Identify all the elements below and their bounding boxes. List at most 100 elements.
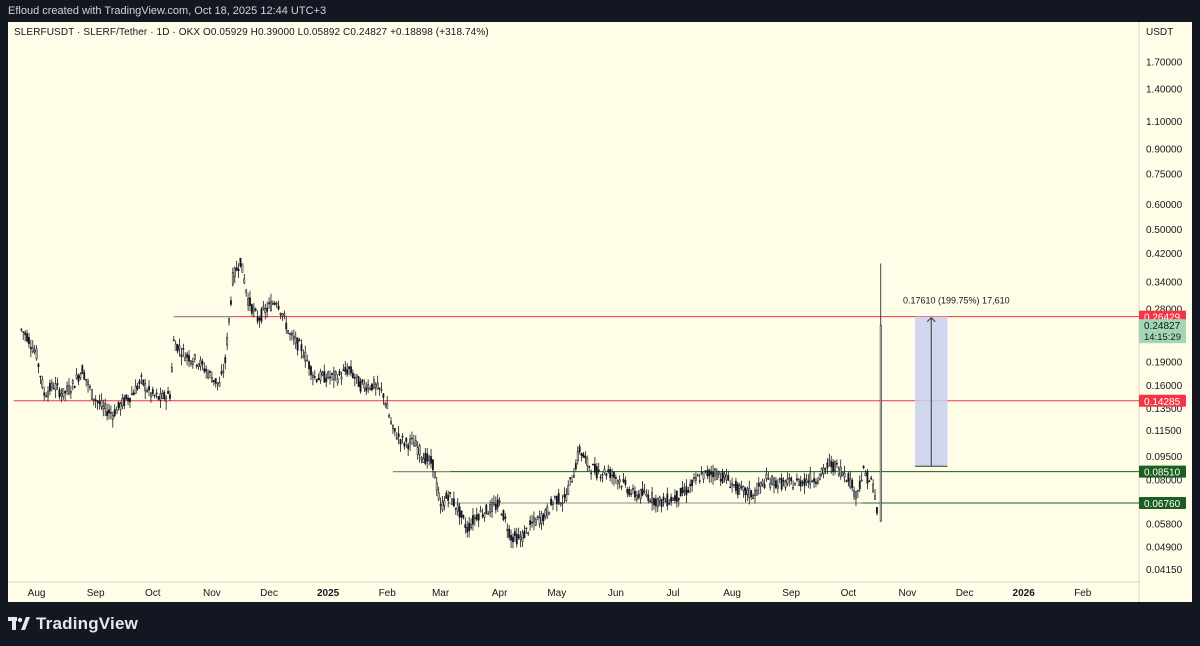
candle-body xyxy=(357,376,360,387)
candle-body xyxy=(353,377,356,379)
x-tick-label: 2025 xyxy=(317,588,340,599)
candle-body xyxy=(371,383,373,391)
y-tick-label: 0.60000 xyxy=(1146,200,1183,211)
candle-body xyxy=(380,389,383,391)
candle-body xyxy=(702,471,705,480)
chart-frame[interactable]: USDT 1.70000 1.40000 1.10000 0.90000 0.75000 0… xyxy=(8,22,1192,602)
candle-body xyxy=(81,365,84,375)
candle-body xyxy=(210,377,213,383)
candle-body xyxy=(874,495,876,500)
candle-body xyxy=(191,361,194,365)
candle-body xyxy=(443,500,446,507)
x-tick-label: Dec xyxy=(956,588,974,599)
candle-body xyxy=(151,389,154,394)
candle-body xyxy=(418,445,421,456)
candle-body xyxy=(508,528,511,538)
candle-body xyxy=(409,438,411,444)
candle-body xyxy=(378,387,381,390)
footer-bar: TradingView xyxy=(0,602,1200,646)
candle-body xyxy=(291,332,293,336)
candle-body xyxy=(325,377,328,383)
candle-body xyxy=(492,502,495,505)
y-tick-label: 1.70000 xyxy=(1146,58,1183,69)
candle-body xyxy=(205,368,208,372)
candle-body xyxy=(49,383,51,392)
candle-body xyxy=(174,343,177,351)
candle-body xyxy=(228,318,230,323)
candle-body xyxy=(653,498,655,506)
candle-body xyxy=(235,267,238,271)
candle-body xyxy=(755,489,758,496)
candle-body xyxy=(546,506,549,517)
candle-body xyxy=(458,506,461,518)
candle-body xyxy=(254,309,257,311)
candle-body xyxy=(266,307,269,312)
candle-body xyxy=(510,535,512,541)
candle-body xyxy=(193,354,196,360)
candle-body xyxy=(332,371,335,381)
candle-body xyxy=(451,498,453,505)
candle-body xyxy=(207,372,210,378)
candle-body xyxy=(752,494,754,499)
candle-body xyxy=(479,510,482,513)
candle-body xyxy=(622,478,625,482)
candle-body xyxy=(130,393,133,395)
candle-body xyxy=(542,514,545,522)
y-tick-label: 0.16000 xyxy=(1146,381,1183,392)
candle-body xyxy=(550,498,553,505)
candle-body xyxy=(576,451,579,462)
candle-body xyxy=(435,482,438,491)
x-tick-label: Oct xyxy=(145,588,161,599)
y-tick-label: 0.34000 xyxy=(1146,278,1183,289)
candle-body xyxy=(647,494,650,501)
candle-body xyxy=(592,463,594,466)
x-tick-label: Apr xyxy=(492,588,508,599)
candle-body xyxy=(252,307,255,312)
candle-body xyxy=(506,529,509,531)
candle-body xyxy=(824,468,827,470)
candle-body xyxy=(323,370,326,383)
candle-body xyxy=(563,494,566,498)
candle-body xyxy=(157,396,160,400)
candle-body xyxy=(807,480,810,483)
candle-body xyxy=(822,467,825,475)
candle-body xyxy=(466,526,469,533)
price-chart[interactable]: USDT 1.70000 1.40000 1.10000 0.90000 0.75000 0… xyxy=(8,22,1192,602)
candle-body xyxy=(247,298,250,306)
candle-body xyxy=(816,480,819,484)
candle-body xyxy=(723,473,726,478)
tradingview-logo[interactable]: TradingView xyxy=(8,614,138,634)
candle-body xyxy=(262,306,265,310)
candle-body xyxy=(527,532,530,535)
candle-body xyxy=(540,513,543,524)
candle-body xyxy=(420,456,423,460)
candle-body xyxy=(399,439,402,445)
candle-body xyxy=(180,354,183,357)
candle-body xyxy=(277,305,280,310)
candle-body xyxy=(725,474,728,481)
candle-body xyxy=(98,401,101,405)
candle-body xyxy=(784,481,787,488)
candle-body xyxy=(37,363,40,367)
candle-body xyxy=(350,366,352,374)
candle-body xyxy=(525,527,528,529)
candle-body xyxy=(578,446,581,453)
y-tick-label: 1.10000 xyxy=(1146,117,1183,128)
candle-body xyxy=(670,496,673,502)
candle-body xyxy=(367,384,370,389)
candle-body xyxy=(555,495,558,505)
tradingview-logo-icon xyxy=(8,617,30,630)
candle-body xyxy=(256,316,259,322)
candle-body xyxy=(109,412,112,414)
candle-body xyxy=(405,437,408,442)
candle-body xyxy=(222,370,225,373)
candle-body xyxy=(811,480,814,483)
candle-body xyxy=(841,472,844,476)
candle-body xyxy=(683,490,686,493)
candle-body xyxy=(639,489,642,500)
candle-body xyxy=(870,477,873,480)
candle-body xyxy=(134,385,137,394)
candle-body xyxy=(727,475,730,481)
candle-body xyxy=(445,492,448,499)
candle-body xyxy=(744,487,747,496)
